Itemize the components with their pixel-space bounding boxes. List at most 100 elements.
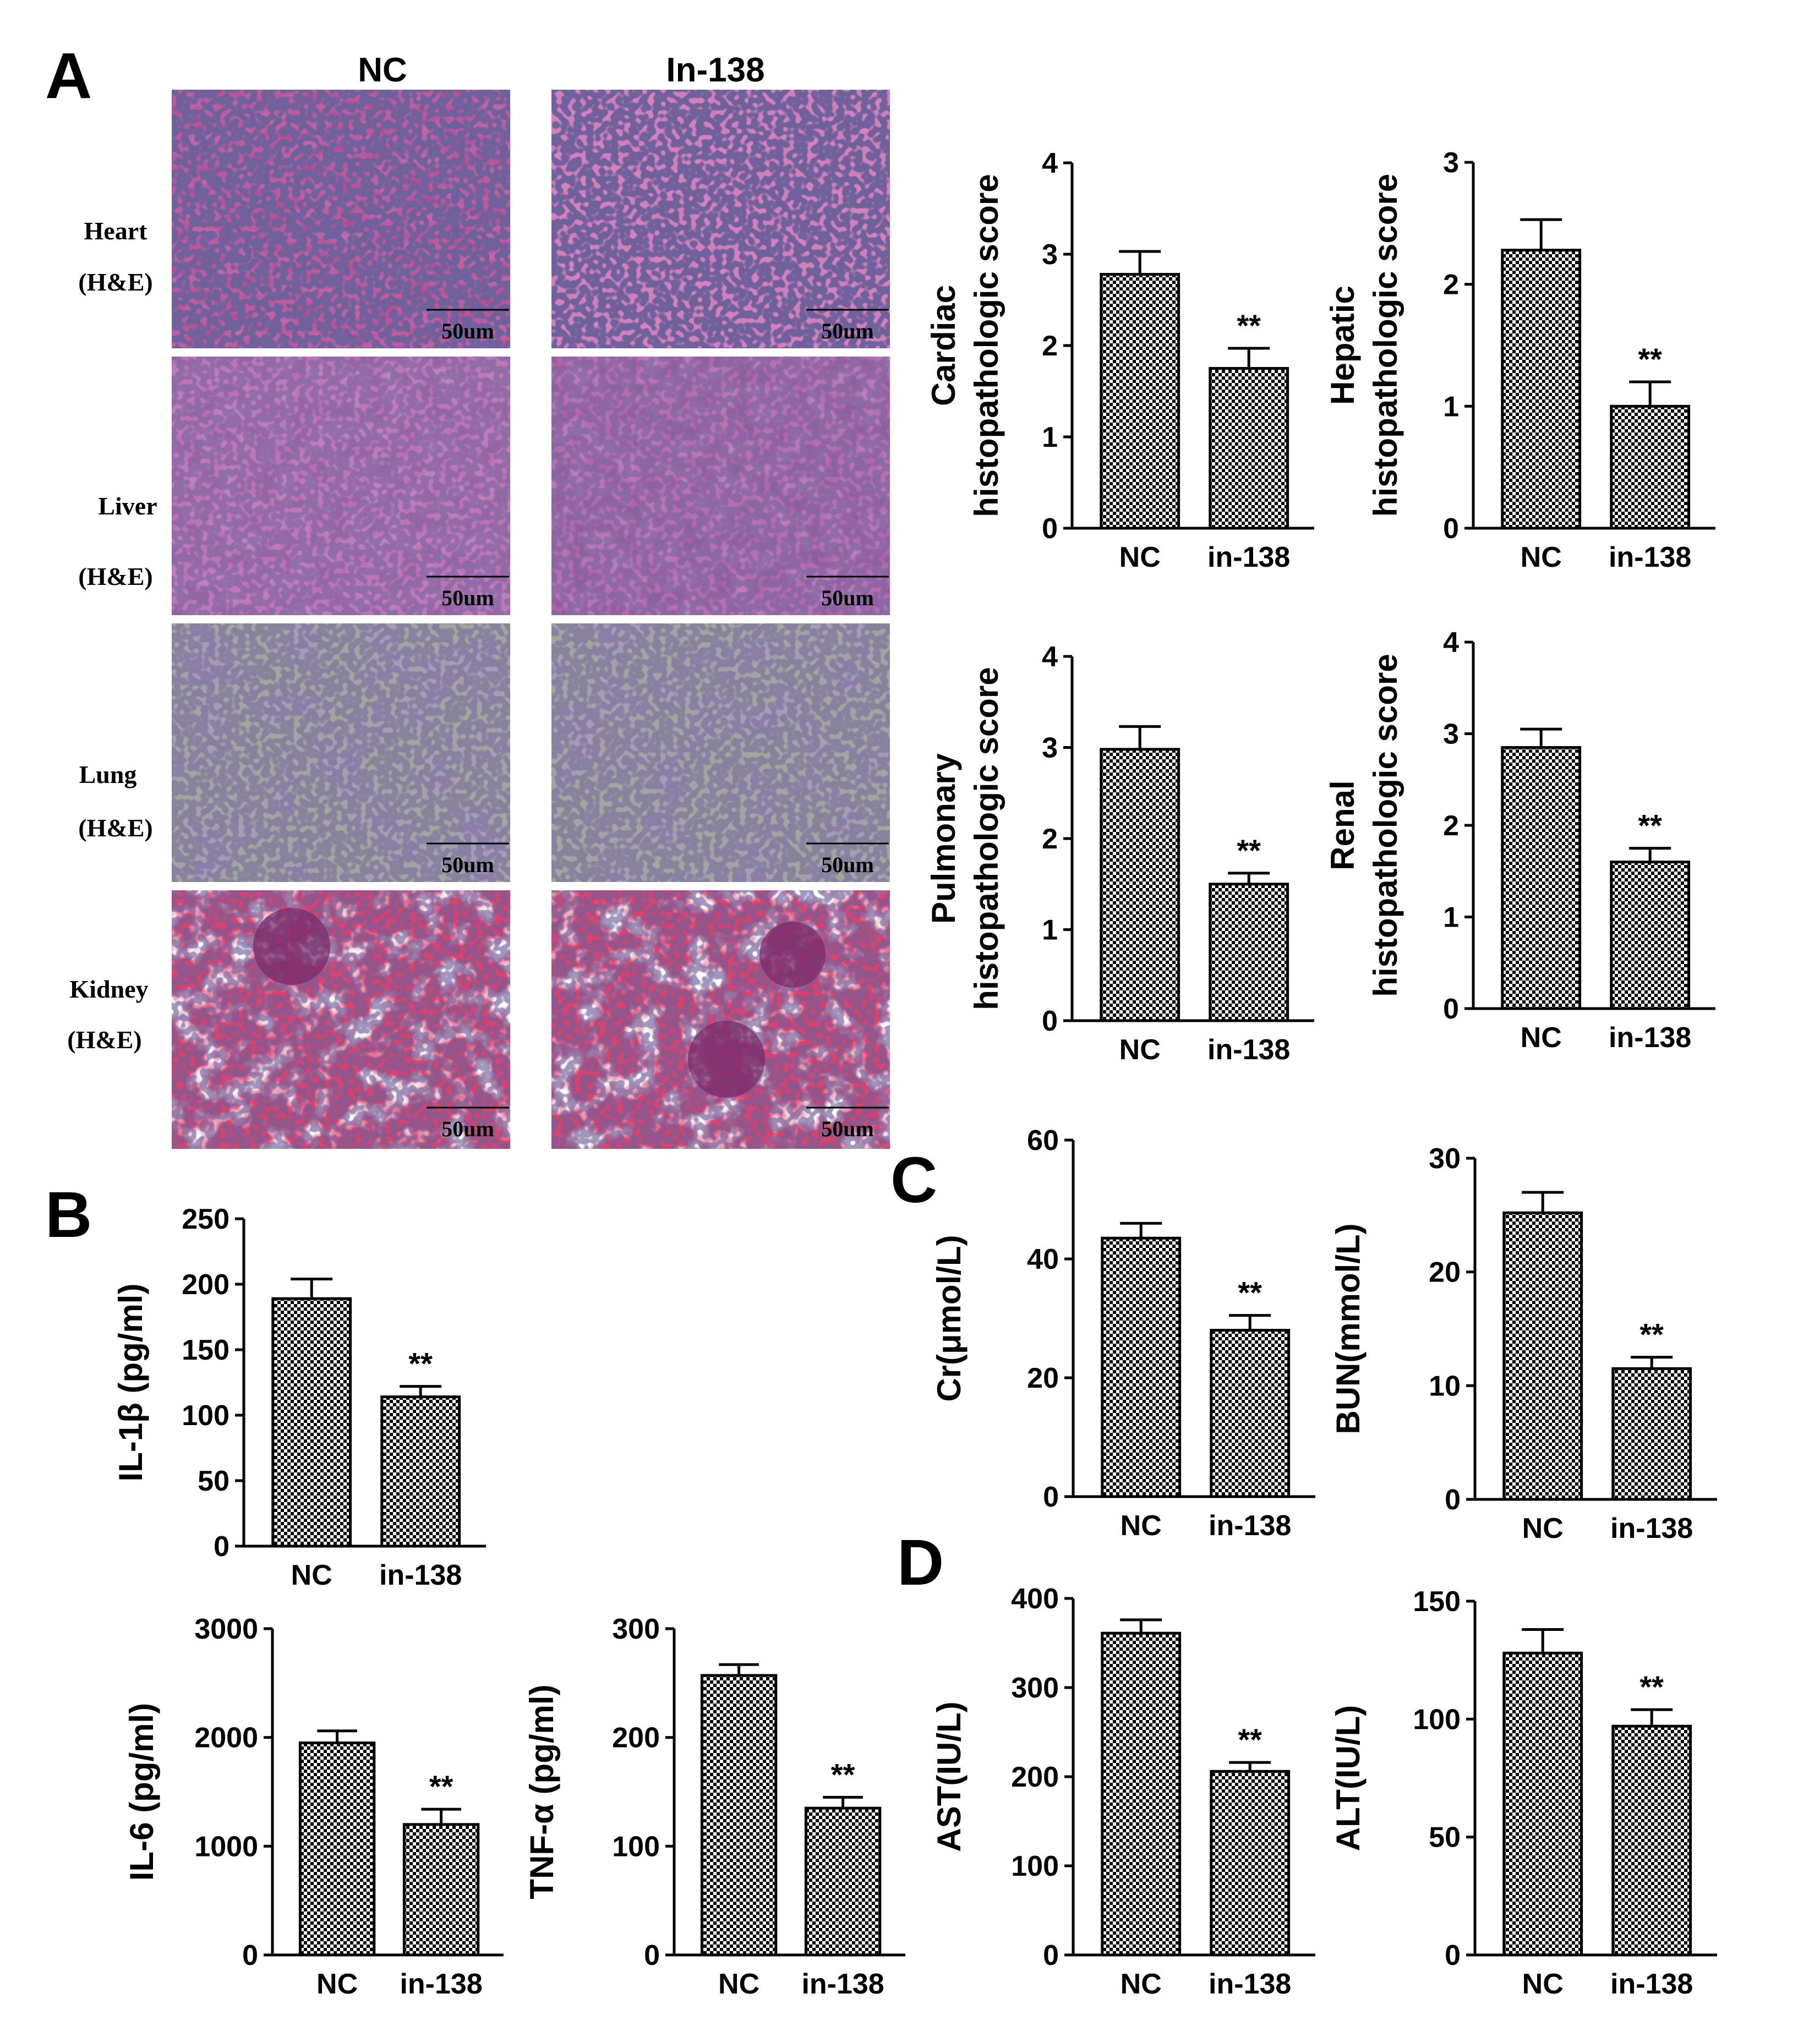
scale-bar: 50um: [806, 576, 889, 610]
bar-chart-4: 0 1 2 3 4 Renal histopathologic score NC ** in-13…: [1324, 627, 1715, 1054]
row-label-liver: Liver (H&E): [78, 492, 157, 590]
category-label: in-138: [400, 1968, 482, 2000]
bar-chart-5: 0 50 100 150 200 250 IL-1β (pg/ml) NC ** in-138: [112, 1203, 486, 1591]
category-label: NC: [316, 1968, 358, 2000]
y-tick-label: 1: [1042, 914, 1058, 946]
significance-mark: **: [1639, 1317, 1664, 1352]
category-label: in-138: [1610, 1513, 1693, 1544]
y-tick-label: 50: [1429, 1822, 1461, 1854]
micrograph-lung-in138: [551, 623, 890, 882]
significance-mark: **: [1638, 342, 1662, 376]
y-tick-label: 300: [1011, 1672, 1059, 1704]
panel-label-d: D: [897, 1526, 944, 1599]
category-label: NC: [1119, 1034, 1161, 1066]
bar: [298, 1741, 376, 1957]
row-label-lung: Lung (H&E): [78, 760, 152, 842]
panel-label-c: C: [890, 1144, 937, 1217]
row-label-kidney: Kidney (H&E): [67, 975, 148, 1054]
y-tick-label: 4: [1042, 641, 1058, 673]
bar: [1611, 1367, 1692, 1501]
bar: [1611, 1724, 1692, 1957]
significance-mark: **: [1638, 808, 1662, 843]
column-title-nc: NC: [358, 51, 407, 89]
stain-label: (H&E): [78, 814, 152, 842]
bar: [1210, 1770, 1291, 1957]
y-axis-label-line: ALT(IU/L): [1330, 1705, 1367, 1851]
scale-bar-label: 50um: [441, 852, 494, 877]
scale-bar: 50um: [806, 842, 889, 877]
y-tick-label: 10: [1429, 1370, 1461, 1402]
bar: [1501, 249, 1582, 530]
y-tick-label: 400: [1011, 1583, 1059, 1615]
y-tick-label: 4: [1042, 147, 1058, 179]
y-tick-label: 1000: [194, 1831, 258, 1863]
bar: [1501, 746, 1582, 1010]
y-tick-label: 2: [1042, 330, 1058, 362]
y-axis-label: Pulmonary histopathologic score: [925, 667, 1005, 1010]
y-axis-label-line: IL-1β (pg/ml): [112, 1284, 149, 1482]
bar: [804, 1806, 882, 1957]
bar: [1209, 367, 1289, 530]
y-tick-label: 150: [1413, 1586, 1461, 1618]
y-tick-label: 3: [1443, 719, 1459, 751]
category-label: in-138: [801, 1968, 884, 2000]
category-label: NC: [1522, 1968, 1564, 2000]
y-axis-label-line: histopathologic score: [968, 667, 1005, 1010]
scale-bar: 50um: [427, 576, 509, 610]
bar: [402, 1823, 480, 1957]
micrograph-heart-in138: [551, 90, 890, 348]
bar-chart-9: 0 10 20 30 BUN(mmol/L) NC ** in-138: [1330, 1143, 1717, 1544]
y-tick-label: 2: [1042, 823, 1058, 855]
y-axis-label-line: Cardiac: [925, 285, 962, 406]
category-label: NC: [718, 1968, 759, 2000]
bar: [1101, 1631, 1182, 1957]
scale-bar: 50um: [427, 1107, 509, 1141]
y-tick-label: 1: [1443, 391, 1459, 423]
bar: [1101, 1236, 1182, 1498]
category-label: in-138: [1609, 541, 1691, 573]
y-tick-label: 100: [182, 1400, 229, 1432]
y-axis-label-line: Renal: [1324, 780, 1361, 870]
category-label: in-138: [1209, 1968, 1291, 2000]
micrograph-lung-nc: [172, 623, 510, 882]
bar: [1502, 1651, 1583, 1957]
y-tick-label: 0: [1042, 1005, 1058, 1037]
y-tick-label: 50: [198, 1465, 229, 1497]
bar-chart-3: 0 1 2 3 4 Pulmonary histopathologic score NC ** i…: [925, 641, 1314, 1066]
bar-chart-10: 0 100 200 300 400 AST(IU/L) NC ** in-138: [931, 1583, 1315, 2000]
y-tick-label: 0: [1443, 513, 1459, 545]
bar: [271, 1297, 352, 1548]
y-tick-label: 300: [612, 1613, 660, 1645]
bar: [1610, 861, 1691, 1010]
y-tick-label: 40: [1027, 1244, 1059, 1275]
scale-bar-label: 50um: [441, 585, 494, 610]
y-axis-label: Renal histopathologic score: [1324, 654, 1404, 996]
y-tick-label: 0: [1443, 993, 1459, 1025]
y-axis-label-line: Pulmonary: [925, 753, 962, 924]
y-tick-label: 20: [1429, 1257, 1461, 1289]
scale-bar-label: 50um: [441, 1116, 494, 1141]
y-tick-label: 30: [1429, 1143, 1461, 1175]
significance-mark: **: [429, 1769, 453, 1804]
category-label: in-138: [1207, 1034, 1290, 1066]
category-label: NC: [1521, 541, 1562, 573]
y-tick-label: 0: [1445, 1940, 1461, 1971]
significance-mark: **: [408, 1346, 433, 1381]
bar: [380, 1395, 461, 1548]
significance-mark: **: [1237, 833, 1261, 868]
y-tick-label: 200: [1011, 1761, 1059, 1793]
y-tick-label: 0: [1445, 1484, 1461, 1516]
panel-label-a: A: [45, 40, 92, 112]
y-tick-label: 3: [1443, 147, 1459, 179]
y-axis-label: BUN(mmol/L): [1330, 1223, 1367, 1434]
y-tick-label: 0: [644, 1940, 660, 1971]
category-label: NC: [1522, 1513, 1564, 1544]
y-tick-label: 100: [1413, 1704, 1461, 1735]
tissue-name: Kidney: [69, 975, 148, 1003]
y-tick-label: 250: [182, 1203, 229, 1235]
bar-chart-6: 0 1000 2000 3000 IL-6 (pg/ml) NC ** in-138: [123, 1613, 504, 2000]
panel-label-b: B: [45, 1179, 92, 1251]
y-tick-label: 0: [1043, 1481, 1059, 1513]
category-label: in-138: [1610, 1968, 1693, 2000]
scale-bar-label: 50um: [821, 585, 874, 610]
